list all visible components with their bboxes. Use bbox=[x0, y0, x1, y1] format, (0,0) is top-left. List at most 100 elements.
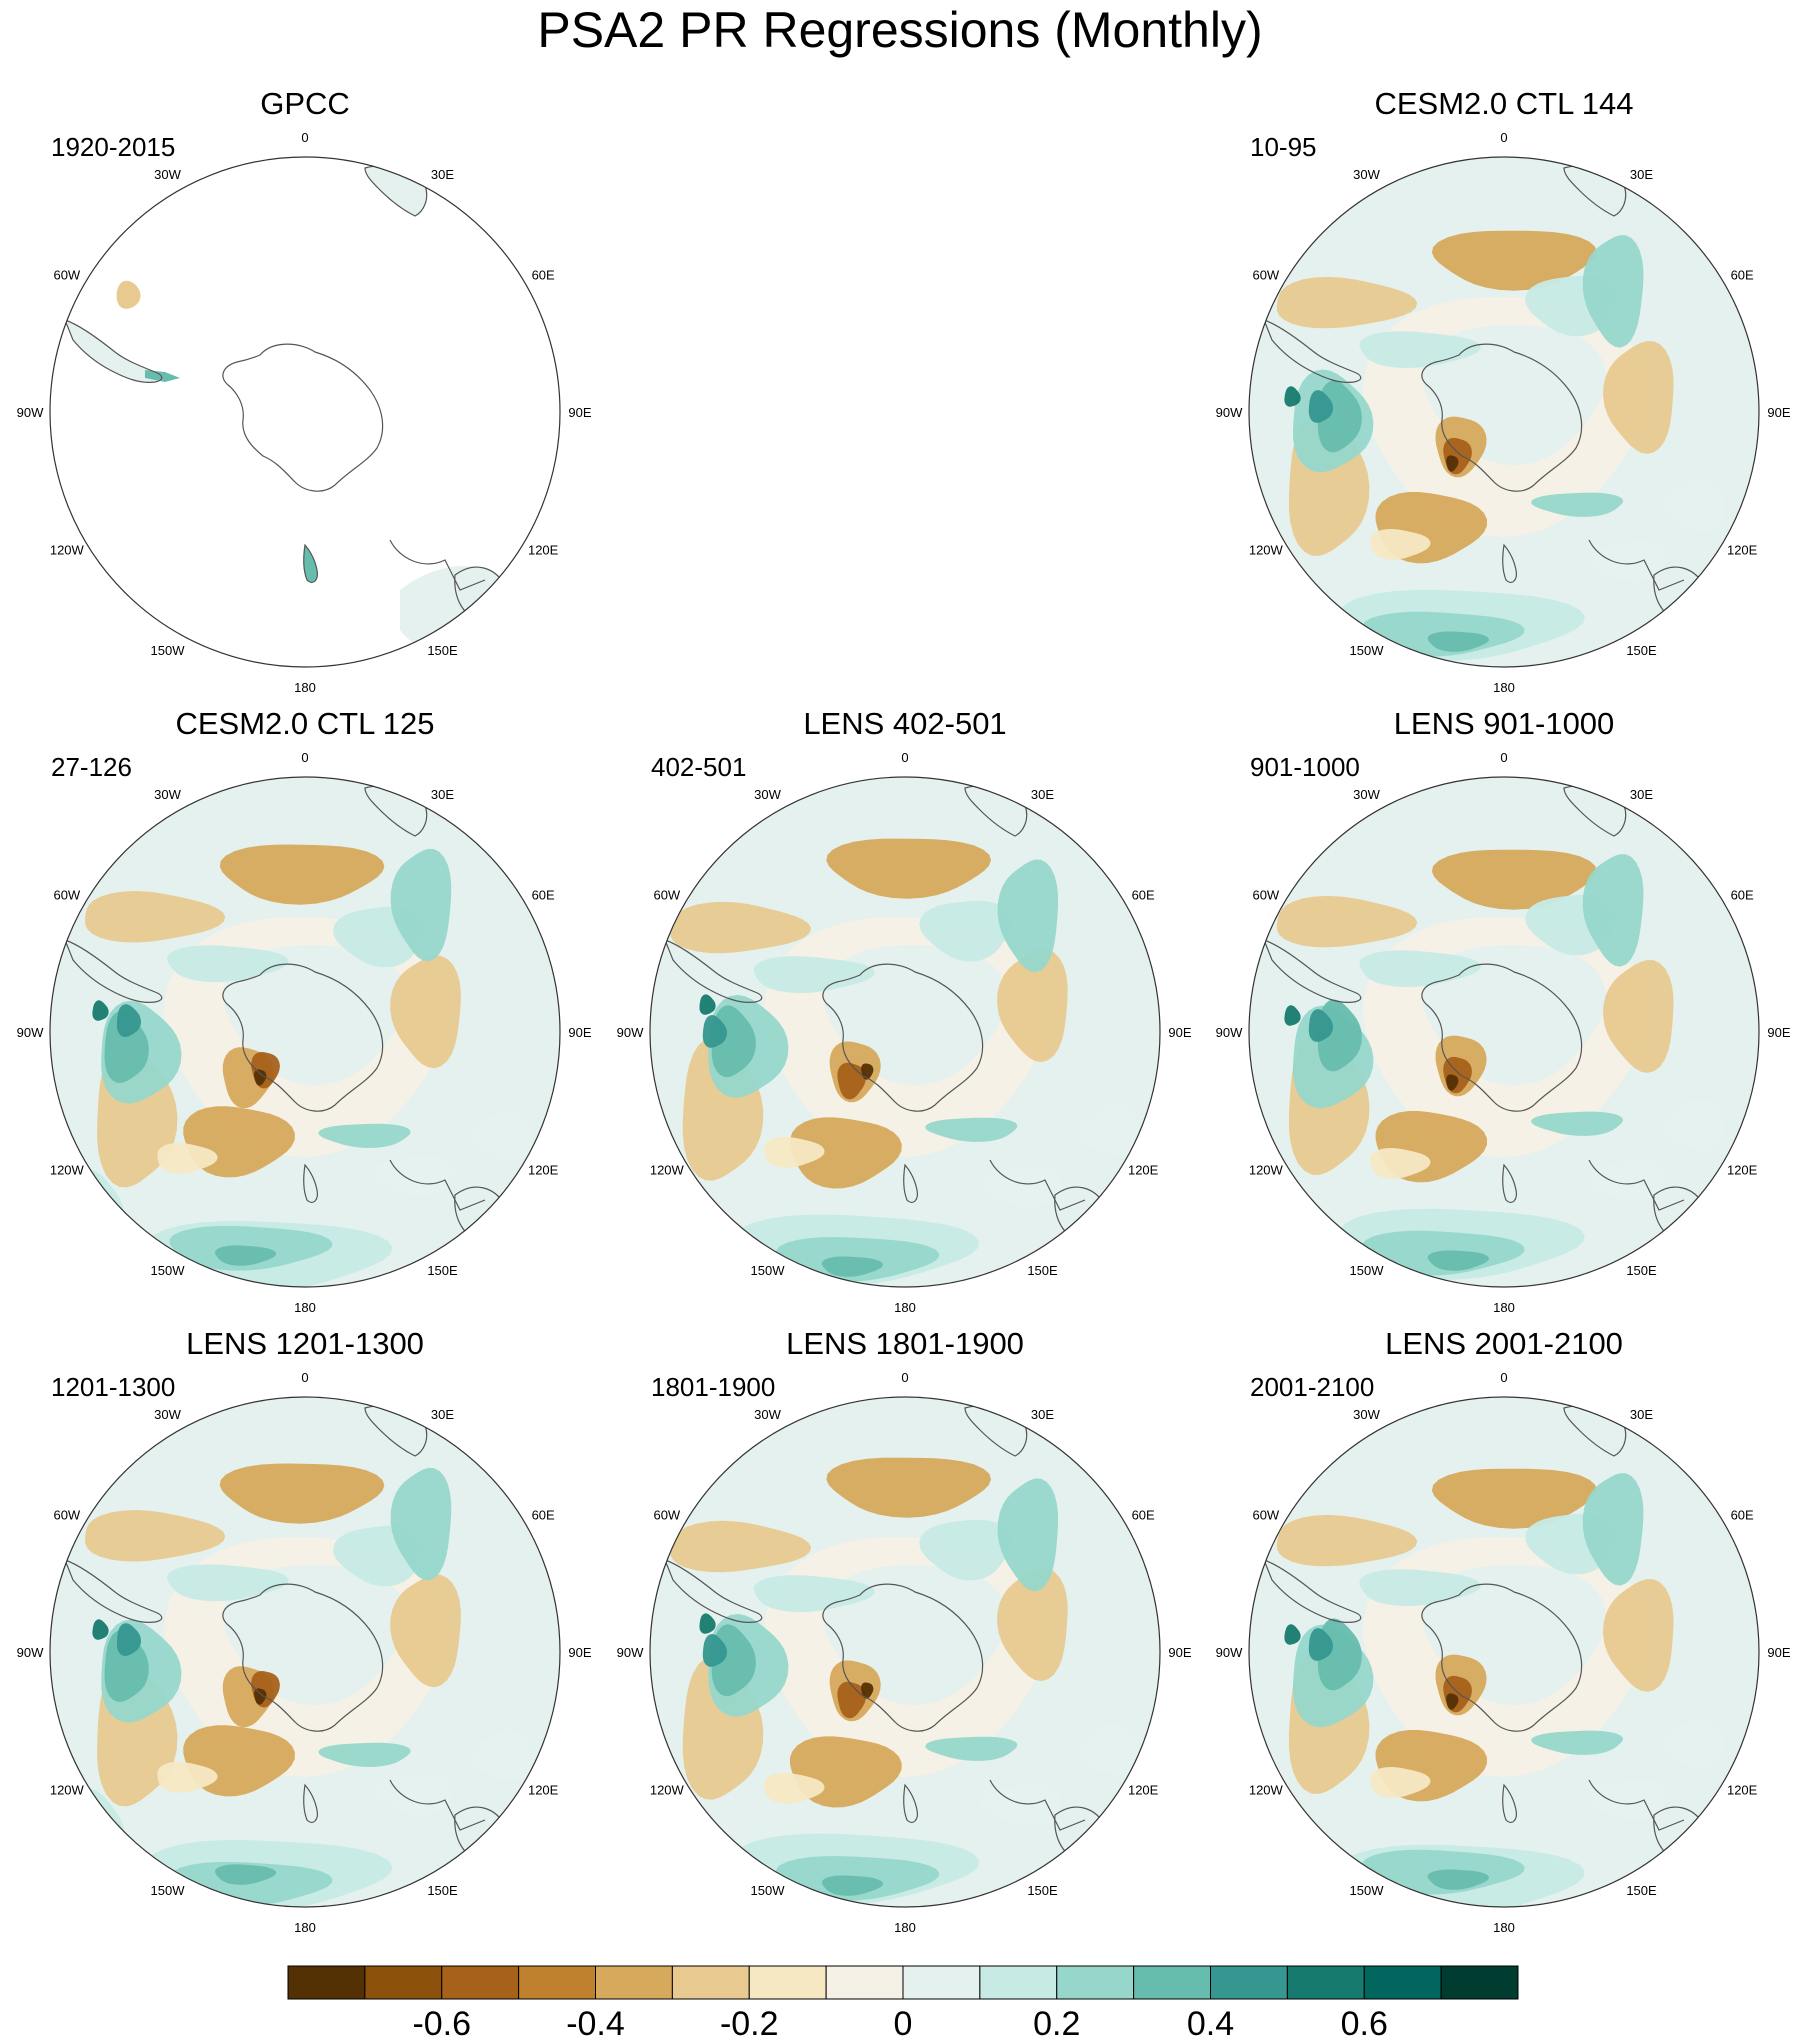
longitude-label: 150W bbox=[1350, 1263, 1385, 1278]
panel-title: LENS 1201-1300 bbox=[186, 1326, 424, 1361]
map-border bbox=[649, 1396, 1161, 1908]
anomaly-blob bbox=[1427, 1250, 1489, 1271]
longitude-label: 120W bbox=[50, 1783, 85, 1798]
panel-title: CESM2.0 CTL 125 bbox=[175, 706, 435, 741]
map-panel-gpcc: GPCC 1920-2015 0 30E 60E 90E 120E 150E 180 150W… bbox=[5, 86, 605, 695]
map-border bbox=[1248, 156, 1760, 668]
coastline bbox=[303, 543, 318, 583]
map-lens-1201-1300: 0 30E 60E 90E 120E 150E 180 150W 120W 90W 60W 30W bbox=[17, 1370, 592, 1935]
anomaly-blob bbox=[925, 1117, 1018, 1142]
anomaly-blob bbox=[821, 1875, 883, 1896]
coastline bbox=[1502, 543, 1517, 583]
longitude-label: 90W bbox=[17, 405, 44, 420]
longitude-label: 30E bbox=[1630, 787, 1653, 802]
coastline bbox=[1262, 939, 1362, 1003]
anomaly-blob bbox=[1308, 390, 1333, 423]
map-lens-901-1000: 0 30E 60E 90E 120E 150E 180 150W 120W 90W 60W 30W bbox=[1216, 750, 1791, 1315]
coastline bbox=[1502, 1783, 1517, 1823]
panel-title: LENS 1801-1900 bbox=[786, 1326, 1024, 1361]
coastline bbox=[1262, 1559, 1362, 1623]
longitude-label: 150W bbox=[151, 1263, 186, 1278]
longitude-label: 90E bbox=[1767, 1025, 1790, 1040]
coastline bbox=[1421, 963, 1583, 1112]
map-lens-402-501: 0 30E 60E 90E 120E 150E 180 150W 120W 90W 60W 30W bbox=[617, 750, 1192, 1315]
anomaly-blob bbox=[997, 859, 1059, 973]
anomaly-blob bbox=[92, 1619, 109, 1640]
anomaly-blob bbox=[702, 1015, 727, 1048]
longitude-label: 120E bbox=[528, 1163, 559, 1178]
longitude-label: 150W bbox=[1350, 643, 1385, 658]
anomaly-blob bbox=[764, 1136, 825, 1168]
land-anomaly-tierra-del-fuego bbox=[145, 370, 180, 382]
longitude-label: 60E bbox=[1731, 888, 1754, 903]
anomaly-blob bbox=[390, 955, 461, 1069]
anomaly-blob bbox=[1663, 479, 1724, 532]
longitude-label: 90W bbox=[17, 1645, 44, 1660]
coastline bbox=[389, 539, 486, 591]
anomaly-blob bbox=[85, 1510, 226, 1562]
longitude-label: 0 bbox=[301, 130, 308, 145]
longitude-label: 60E bbox=[532, 1508, 555, 1523]
longitude-label: 0 bbox=[1500, 130, 1507, 145]
anomaly-blob bbox=[919, 1519, 1012, 1581]
anomaly-blob bbox=[1582, 1473, 1644, 1586]
colorbar-tick-label: 0.4 bbox=[1187, 2005, 1234, 2042]
anomaly-blob bbox=[157, 1761, 218, 1793]
anomaly-blob bbox=[826, 1457, 991, 1518]
longitude-label: 0 bbox=[901, 1370, 908, 1385]
anomaly-blob bbox=[1370, 1148, 1431, 1179]
coastline bbox=[303, 1783, 318, 1823]
colorbar-tick-label: 0 bbox=[894, 2005, 913, 2042]
anomaly-field bbox=[63, 785, 532, 1287]
panel-period: 402-501 bbox=[651, 752, 747, 782]
anomaly-field bbox=[1255, 165, 1724, 667]
land-anomaly-patagonia bbox=[116, 280, 141, 309]
anomaly-blob bbox=[116, 1623, 141, 1656]
panel-period: 1801-1900 bbox=[651, 1372, 776, 1402]
colorbar-swatch bbox=[287, 1965, 366, 2000]
anomaly-blob bbox=[1446, 1074, 1459, 1091]
coastline bbox=[1588, 539, 1685, 591]
longitude-label: 150E bbox=[1626, 643, 1657, 658]
anomaly-blob bbox=[1078, 1723, 1139, 1775]
map-panel-lens-901-1000: LENS 901-1000 901-1000 0 30E 60E 90E 120E 150… bbox=[1204, 706, 1800, 1315]
anomaly-blob bbox=[471, 1110, 532, 1163]
longitude-label: 120W bbox=[1249, 543, 1284, 558]
panel-period: 2001-2100 bbox=[1250, 1372, 1375, 1402]
longitude-label: 60W bbox=[53, 268, 80, 283]
anomaly-blob bbox=[318, 1123, 411, 1148]
longitude-label: 180 bbox=[894, 1920, 916, 1935]
longitude-label: 150W bbox=[151, 643, 186, 658]
anomaly-blob bbox=[254, 1069, 267, 1086]
colorbar-swatch bbox=[1286, 1965, 1365, 2000]
longitude-label: 90E bbox=[1168, 1025, 1191, 1040]
coastline bbox=[903, 1163, 918, 1203]
longitude-label: 120W bbox=[650, 1163, 685, 1178]
anomaly-blob bbox=[92, 1000, 109, 1021]
longitude-label: 120E bbox=[1727, 1163, 1758, 1178]
anomaly-blob bbox=[390, 1467, 452, 1581]
anomaly-blob bbox=[1359, 331, 1481, 369]
coastline bbox=[389, 1779, 486, 1831]
longitude-label: 120W bbox=[1249, 1783, 1284, 1798]
map-border bbox=[1248, 1396, 1760, 1908]
coastline bbox=[989, 1779, 1086, 1831]
figure-title: PSA2 PR Regressions (Monthly) bbox=[537, 2, 1263, 58]
anomaly-blob bbox=[167, 945, 289, 983]
longitude-label: 150E bbox=[427, 643, 458, 658]
anomaly-blob bbox=[1663, 1098, 1724, 1151]
map-panel-lens-2001-2100: LENS 2001-2100 2001-2100 0 30E 60E 90E 120E 1… bbox=[1204, 1326, 1800, 1935]
anomaly-blob bbox=[219, 1463, 385, 1524]
anomaly-blob bbox=[1431, 230, 1597, 291]
longitude-label: 30E bbox=[431, 167, 454, 182]
anomaly-blob bbox=[390, 848, 452, 962]
panel-period: 1201-1300 bbox=[51, 1372, 176, 1402]
longitude-label: 60E bbox=[1132, 888, 1155, 903]
panel-title: LENS 402-501 bbox=[803, 706, 1007, 741]
anomaly-blob bbox=[471, 1729, 532, 1782]
longitude-label: 150E bbox=[1027, 1883, 1058, 1898]
longitude-label: 60E bbox=[1731, 1508, 1754, 1523]
anomaly-blob bbox=[215, 1245, 277, 1266]
map-border bbox=[1248, 776, 1760, 1288]
colorbar-swatch bbox=[1440, 1965, 1519, 2000]
